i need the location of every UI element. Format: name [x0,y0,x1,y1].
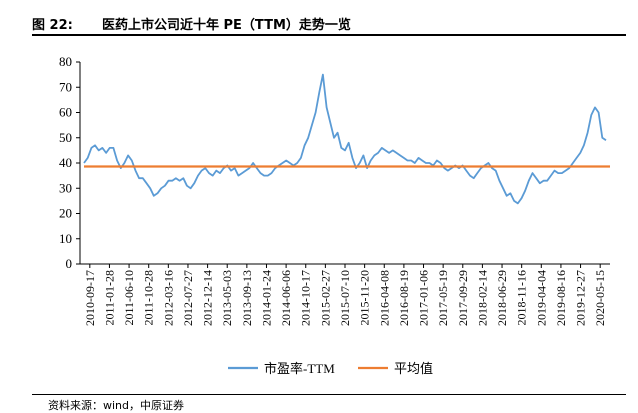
x-tick-label: 2020-05-15 [593,270,607,326]
x-tick-label: 2010-09-17 [83,270,97,326]
x-tick-label: 2018-02-14 [475,270,489,326]
legend-label-pe-ttm: 市盈率-TTM [264,361,335,376]
series-pe-ttm-line [83,73,607,205]
x-tick-label: 2014-01-24 [259,270,273,326]
y-tick-label: 40 [59,155,72,170]
x-tick-label: 2017-05-19 [436,270,450,326]
x-tick-label: 2012-07-27 [181,270,195,326]
x-tick-label: 2012-03-16 [161,270,175,326]
x-tick-labels: 2010-09-17 2011-01-28 2011-06-10 2011-10-28… [83,270,607,326]
x-tick-label: 2016-04-08 [377,270,391,326]
legend-label-average: 平均值 [394,361,433,376]
y-tick-label: 30 [59,180,72,195]
x-tick-label: 2015-07-10 [338,270,352,326]
figure-title-bar: 图 22: 医药上市公司近十年 PE（TTM）走势一览 [32,12,626,36]
x-tick-label: 2019-12-27 [574,270,588,326]
chart-axes [76,61,610,268]
x-tick-label: 2018-06-29 [495,270,509,326]
source-note: 资料来源：wind，中原证券 [48,399,185,412]
x-tick-label: 2014-06-06 [279,270,293,326]
y-tick-labels: 0 10 20 30 40 50 60 70 80 [59,54,72,271]
legend: 市盈率-TTM 平均值 [228,361,433,376]
x-tick-label: 2019-04-04 [534,270,548,326]
figure-title: 医药上市公司近十年 PE（TTM）走势一览 [102,18,351,33]
x-tick-label: 2017-09-29 [456,270,470,326]
x-tick-label: 2012-12-14 [201,270,215,326]
source-divider [32,394,626,395]
x-tick-label: 2017-01-06 [417,270,431,326]
y-tick-label: 20 [59,206,72,221]
x-tick-label: 2013-09-13 [240,270,254,326]
x-tick-label: 2011-10-28 [142,270,156,326]
x-tick-label: 2011-01-28 [102,270,116,326]
x-tick-label: 2019-08-16 [554,270,568,326]
y-tick-label: 60 [59,105,72,120]
x-tick-label: 2011-06-10 [122,270,136,326]
y-tick-label: 50 [59,130,72,145]
y-tick-label: 10 [59,231,72,246]
x-tick-label: 2018-11-16 [515,270,529,326]
y-tick-label: 0 [66,256,73,271]
x-tick-label: 2016-08-19 [397,270,411,326]
x-tick-label: 2013-05-03 [220,270,234,326]
y-tick-label: 70 [59,79,72,94]
y-tick-label: 80 [59,54,72,69]
x-tick-label: 2015-11-20 [358,270,372,326]
x-tick-label: 2014-10-17 [299,270,313,326]
figure-label: 图 22: [32,18,73,33]
x-tick-label: 2015-02-27 [318,270,332,326]
series-layer [83,73,610,205]
